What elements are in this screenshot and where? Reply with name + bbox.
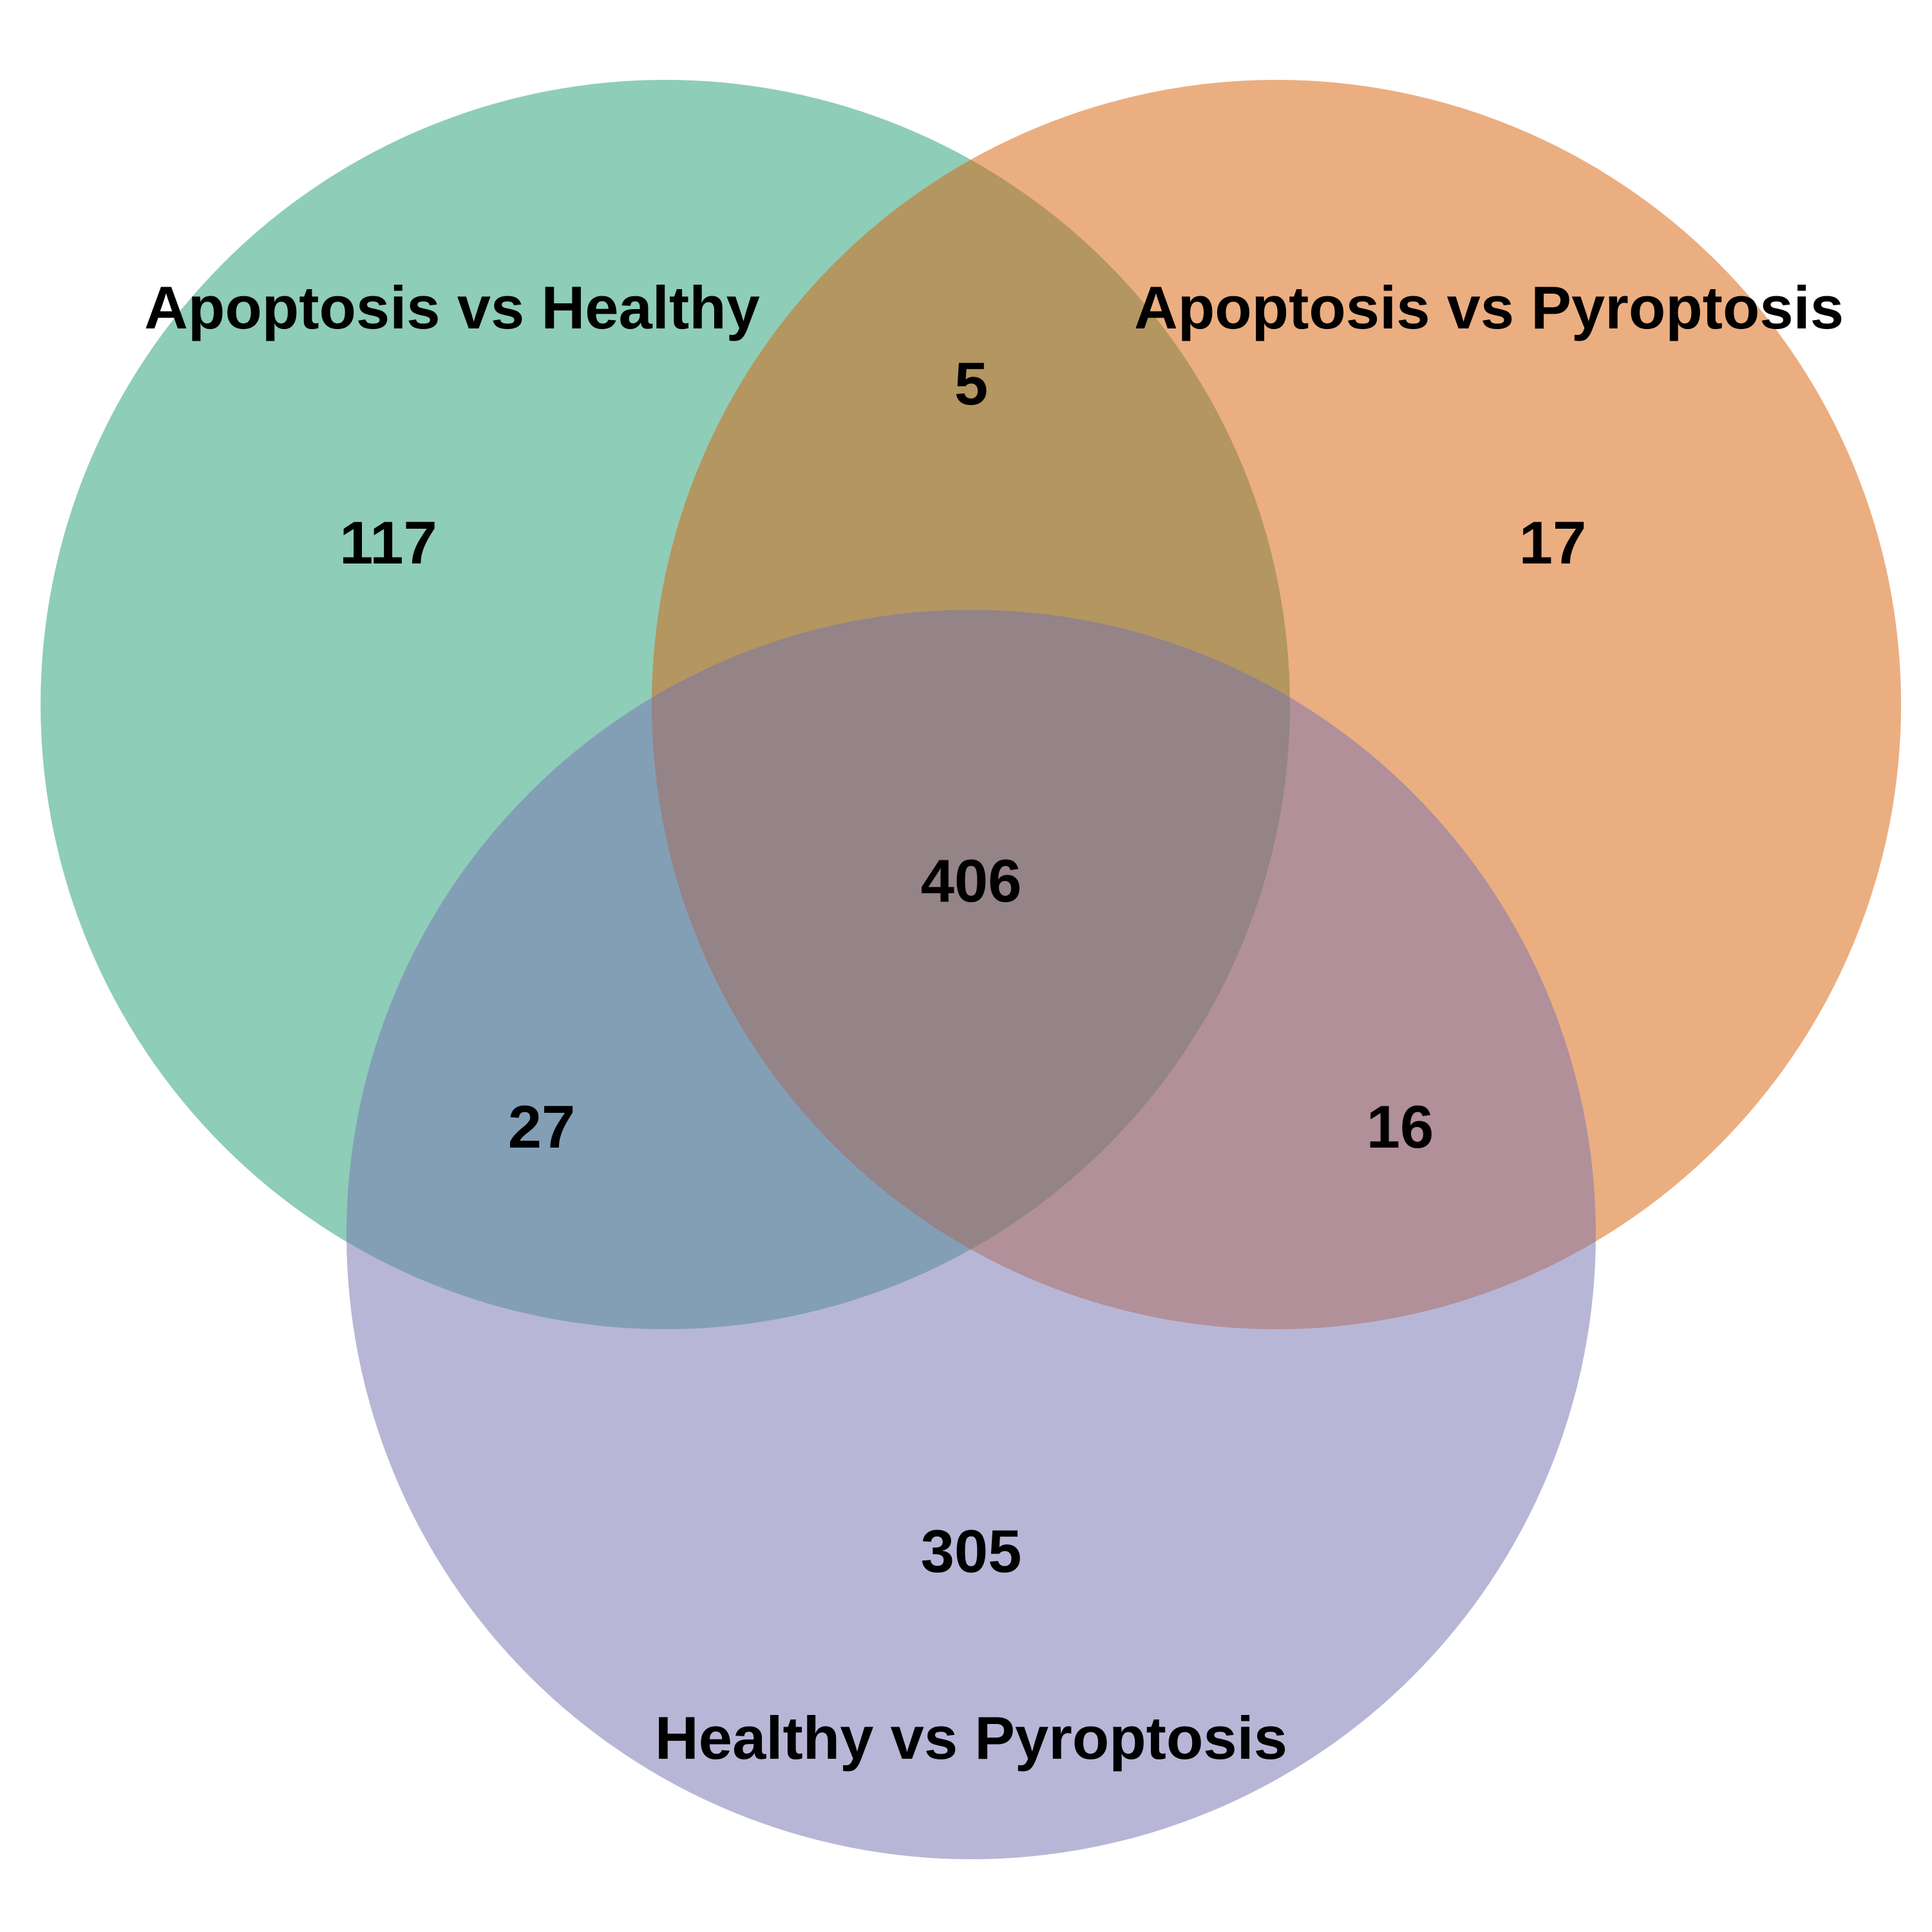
region-c-only-count: 305 xyxy=(921,1517,1022,1585)
set-b-label: Apoptosis vs Pyroptosis xyxy=(1134,274,1844,341)
set-a-label: Apoptosis vs Healthy xyxy=(144,274,760,341)
set-c-label: Healthy vs Pyroptosis xyxy=(655,1704,1287,1772)
region-bc-count: 16 xyxy=(1367,1093,1434,1160)
region-b-only-count: 17 xyxy=(1519,509,1587,576)
region-a-only-count: 117 xyxy=(339,509,437,576)
region-ac-count: 27 xyxy=(508,1093,576,1160)
region-abc-count: 406 xyxy=(921,847,1022,914)
region-ab-count: 5 xyxy=(954,350,988,417)
